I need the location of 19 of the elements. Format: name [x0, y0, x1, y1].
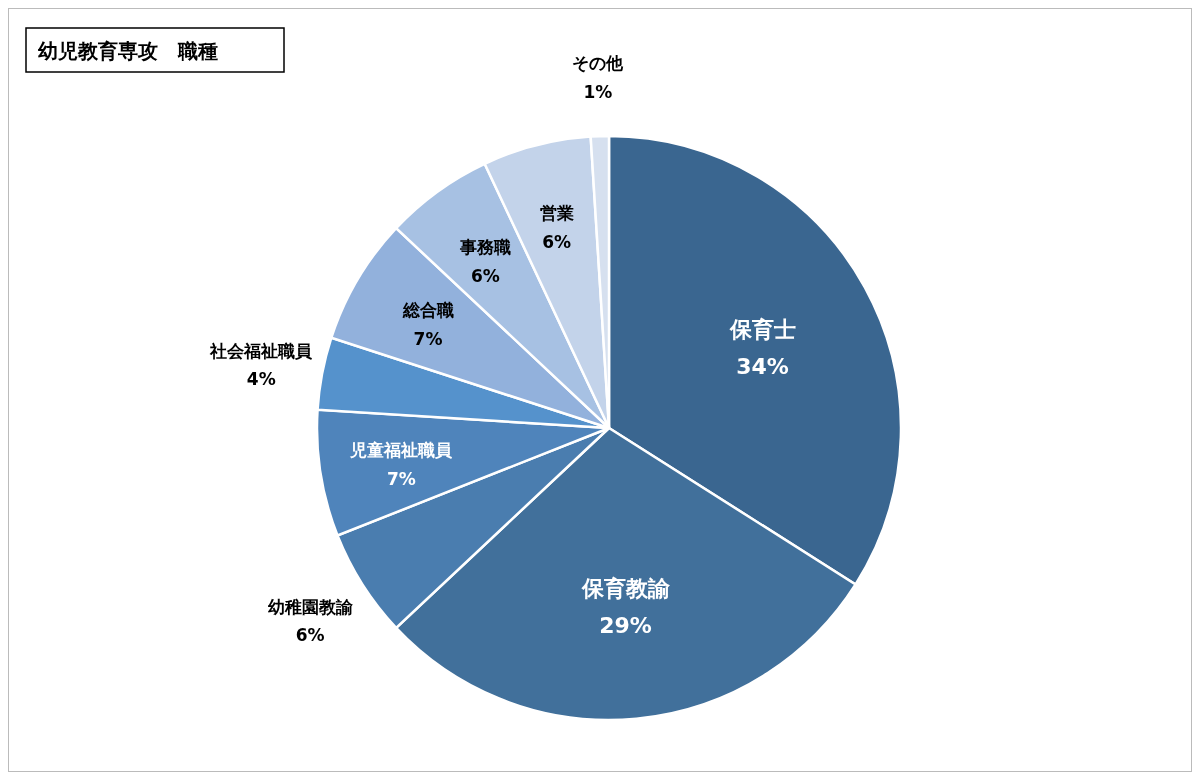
data-label: 6% — [295, 625, 325, 646]
chart-title: 幼児教育専攻 職種 — [38, 39, 218, 63]
slice-label: 事務職 — [458, 236, 511, 257]
data-label: 29% — [599, 613, 652, 639]
slice-label: 保育士 — [728, 317, 796, 342]
slice-label: 社会福祉職員 — [209, 340, 314, 361]
data-label: 7% — [413, 328, 443, 349]
slice-label: 営業 — [539, 203, 574, 224]
slice-label: その他 — [572, 53, 625, 74]
slice-label: 総合職 — [401, 299, 454, 320]
data-label: 34% — [736, 354, 789, 380]
data-label: 1% — [583, 81, 613, 102]
data-label: 6% — [470, 265, 500, 286]
slice-label: 幼稚園教諭 — [267, 596, 354, 617]
data-label: 6% — [542, 232, 572, 253]
data-label: 4% — [246, 369, 276, 390]
slice-label: 保育教諭 — [580, 575, 671, 601]
slice-label: 児童福祉職員 — [349, 439, 454, 460]
data-label: 7% — [386, 468, 416, 489]
